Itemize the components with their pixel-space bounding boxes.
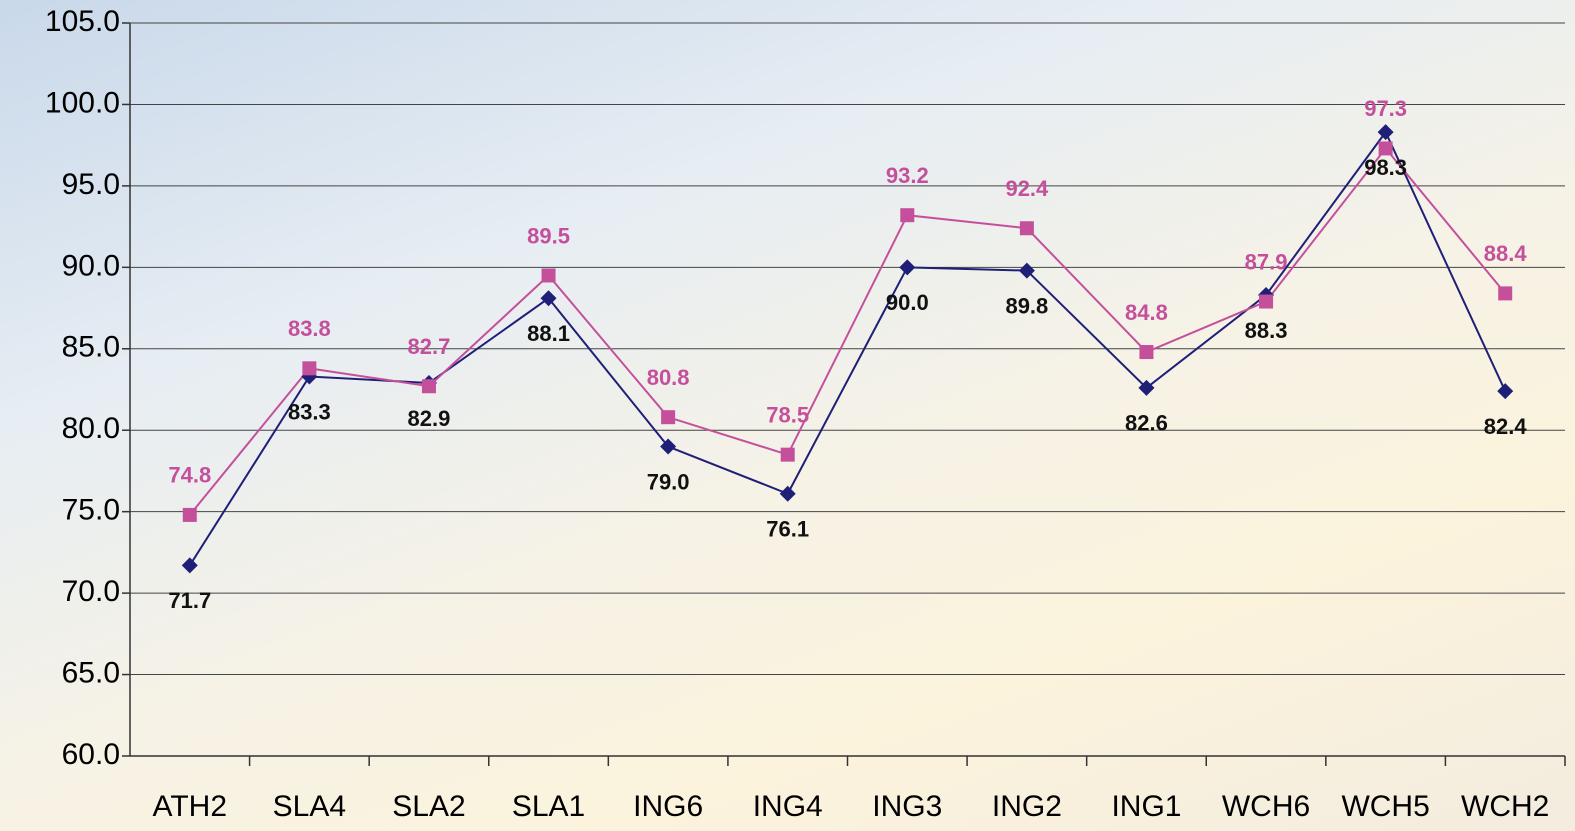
marker bbox=[302, 361, 317, 376]
marker bbox=[540, 290, 557, 307]
marker bbox=[421, 379, 436, 394]
y-tick-label: 80.0 bbox=[62, 412, 120, 445]
data-label: 84.8 bbox=[1125, 300, 1168, 325]
marker bbox=[1497, 383, 1514, 400]
marker bbox=[779, 485, 796, 502]
x-tick-label: ING2 bbox=[992, 790, 1062, 823]
marker bbox=[899, 259, 916, 276]
data-label: 93.2 bbox=[886, 163, 929, 188]
x-tick-label: SLA4 bbox=[273, 790, 346, 823]
y-tick-label: 70.0 bbox=[62, 575, 120, 608]
x-tick-label: ING1 bbox=[1111, 790, 1181, 823]
data-label: 82.9 bbox=[408, 406, 451, 431]
marker bbox=[660, 438, 677, 455]
data-label: 97.3 bbox=[1364, 96, 1407, 121]
marker bbox=[1378, 141, 1393, 156]
marker bbox=[1259, 294, 1274, 309]
marker bbox=[182, 507, 197, 522]
data-label: 76.1 bbox=[766, 517, 809, 542]
data-label: 87.9 bbox=[1245, 249, 1288, 274]
marker bbox=[1019, 221, 1034, 236]
data-label: 83.8 bbox=[288, 316, 331, 341]
y-tick-label: 95.0 bbox=[62, 168, 120, 201]
x-tick-label: SLA2 bbox=[392, 790, 465, 823]
y-tick-label: 75.0 bbox=[62, 494, 120, 527]
x-tick-label: SLA1 bbox=[512, 790, 585, 823]
data-label: 90.0 bbox=[886, 290, 929, 315]
y-tick-label: 90.0 bbox=[62, 249, 120, 282]
data-label: 71.7 bbox=[168, 588, 211, 613]
y-tick-label: 85.0 bbox=[62, 331, 120, 364]
data-label: 83.3 bbox=[288, 399, 331, 424]
data-label: 89.5 bbox=[527, 223, 570, 248]
marker bbox=[541, 268, 556, 283]
y-tick-label: 60.0 bbox=[62, 738, 120, 771]
marker bbox=[1139, 345, 1154, 360]
marker bbox=[181, 557, 198, 574]
data-label: 88.4 bbox=[1484, 241, 1528, 266]
marker bbox=[1377, 124, 1394, 141]
x-tick-label: ING3 bbox=[872, 790, 942, 823]
marker bbox=[661, 410, 676, 425]
data-label: 98.3 bbox=[1364, 155, 1407, 180]
series-line bbox=[188, 130, 1507, 566]
data-label: 82.6 bbox=[1125, 411, 1168, 436]
data-label: 80.8 bbox=[647, 365, 690, 390]
marker bbox=[1138, 379, 1155, 396]
marker bbox=[1498, 286, 1513, 301]
y-tick-label: 65.0 bbox=[62, 656, 120, 689]
x-tick-label: ING4 bbox=[753, 790, 823, 823]
marker bbox=[900, 208, 915, 223]
data-label: 92.4 bbox=[1005, 176, 1049, 201]
x-tick-label: WCH2 bbox=[1461, 790, 1549, 823]
y-tick-label: 100.0 bbox=[45, 86, 120, 119]
data-label: 88.1 bbox=[527, 321, 570, 346]
data-label: 78.5 bbox=[766, 402, 809, 427]
x-tick-label: WCH5 bbox=[1341, 790, 1429, 823]
y-tick-label: 105.0 bbox=[45, 5, 120, 38]
marker bbox=[780, 447, 795, 462]
data-label: 74.8 bbox=[168, 463, 211, 488]
data-label: 89.8 bbox=[1005, 293, 1048, 318]
data-label: 79.0 bbox=[647, 469, 690, 494]
x-tick-label: ATH2 bbox=[153, 790, 227, 823]
data-label: 82.4 bbox=[1484, 414, 1528, 439]
data-label: 82.7 bbox=[408, 334, 451, 359]
series-line bbox=[189, 146, 1506, 516]
data-label: 88.3 bbox=[1245, 318, 1288, 343]
x-tick-label: WCH6 bbox=[1222, 790, 1310, 823]
marker bbox=[1018, 262, 1035, 279]
x-tick-label: ING6 bbox=[633, 790, 703, 823]
